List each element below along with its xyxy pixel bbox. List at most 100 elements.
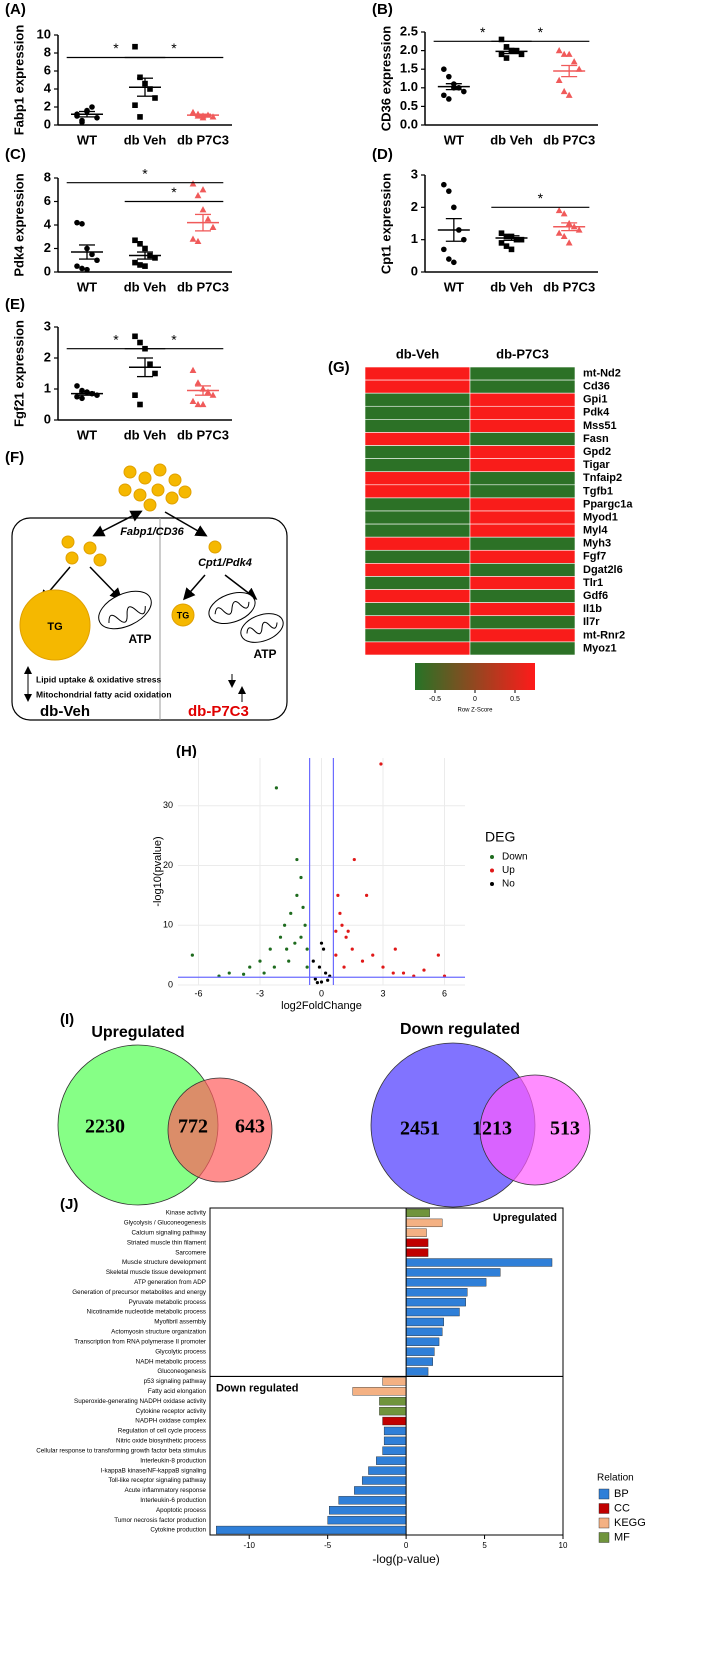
- heatmap-cell: [469, 523, 576, 538]
- effect-label: Mitochondrial fatty acid oxidation: [36, 689, 172, 699]
- x-tick-label: -3: [256, 988, 264, 998]
- data-point: [152, 95, 158, 101]
- heatmap-cell: [364, 484, 471, 499]
- data-point: [293, 941, 297, 945]
- x-tick-label: db Veh: [490, 279, 533, 294]
- colorbar: [415, 663, 535, 690]
- y-tick-label: 2: [44, 98, 51, 113]
- data-point: [132, 392, 138, 398]
- x-tick-label: db P7C3: [543, 132, 595, 147]
- row-label: Pdk4: [583, 407, 610, 419]
- heatmap-cell: [469, 471, 576, 486]
- y-tick-label: Transcription from RNA polymerase II pro…: [74, 1338, 206, 1345]
- data-point: [313, 977, 317, 981]
- data-point: [334, 929, 338, 933]
- heatmap-cell: [469, 445, 576, 459]
- heatmap-cell: [469, 602, 576, 617]
- data-point: [393, 947, 397, 951]
- y-tick-label: 2.0: [400, 42, 418, 57]
- y-tick-label: Toll-like receptor signaling pathway: [108, 1477, 207, 1484]
- bar: [405, 1297, 466, 1307]
- x-tick-label: -6: [194, 988, 202, 998]
- y-tick-label: ATP generation from ADP: [134, 1279, 206, 1286]
- data-point: [137, 401, 143, 408]
- x-tick-label: WT: [77, 279, 97, 294]
- venn-circle: [167, 1077, 273, 1183]
- row-label: Ppargc1a: [583, 498, 633, 510]
- significance-label: *: [113, 40, 119, 56]
- panel-label: (I): [60, 1011, 74, 1028]
- y-tick-label: 3: [44, 318, 51, 333]
- data-point: [565, 50, 573, 57]
- heatmap-cell: [364, 432, 471, 446]
- pathway-label: Cpt1/Pdk4: [198, 557, 252, 569]
- significance-label: *: [171, 40, 177, 56]
- row-label: Tgfb1: [583, 485, 613, 497]
- data-point: [352, 857, 356, 862]
- data-point: [381, 965, 385, 969]
- data-point: [89, 104, 95, 110]
- annotation: Down regulated: [216, 1382, 299, 1394]
- data-point: [555, 47, 563, 54]
- node-label: TG: [177, 610, 190, 620]
- bar: [383, 1436, 407, 1446]
- y-tick-label: Striated muscle thin filament: [127, 1239, 206, 1246]
- data-point: [441, 246, 447, 253]
- data-point: [204, 215, 212, 222]
- data-point: [74, 393, 80, 400]
- data-point: [199, 186, 207, 193]
- group-label: db-Veh: [40, 703, 90, 720]
- heatmap-cell: [469, 536, 576, 551]
- venn-title: Upregulated: [91, 1024, 184, 1041]
- data-point: [194, 237, 202, 245]
- y-tick-label: Kinase activity: [166, 1210, 207, 1217]
- data-point: [336, 893, 340, 897]
- colorbar-tick-label: -0.5: [429, 696, 441, 703]
- y-tick-label: 0.5: [400, 98, 418, 113]
- data-point: [446, 188, 452, 194]
- venn-circle: [479, 1074, 591, 1186]
- y-tick-label: Skeletal muscle tissue development: [106, 1269, 206, 1276]
- data-point: [189, 235, 197, 242]
- effect-label: Lipid uptake & oxidative stress: [36, 674, 161, 684]
- legend-title: Relation: [597, 1473, 634, 1484]
- venn-count: 1213: [472, 1118, 512, 1140]
- data-point: [84, 266, 90, 273]
- data-point: [319, 941, 324, 945]
- data-point: [365, 893, 369, 897]
- y-tick-label: 2: [44, 349, 51, 364]
- data-point: [570, 58, 578, 65]
- x-tick-label: db Veh: [490, 132, 533, 147]
- tg-droplet: [171, 603, 195, 627]
- y-tick-label: Nicotinamide nucleotide metabolic proces…: [87, 1309, 206, 1316]
- bar: [405, 1337, 440, 1346]
- data-point: [152, 255, 158, 261]
- data-point: [258, 959, 262, 963]
- venn-count: 513: [550, 1118, 580, 1140]
- data-point: [79, 265, 85, 272]
- x-tick-label: WT: [77, 132, 97, 147]
- node-label: TG: [47, 621, 62, 633]
- legend-swatch: [598, 1517, 610, 1529]
- data-point: [360, 959, 365, 963]
- y-tick-label: Cellular response to transforming growth…: [36, 1447, 206, 1454]
- panel-label: (J): [60, 1196, 78, 1213]
- y-tick-label: Apoptotic process: [156, 1507, 206, 1514]
- panel-label: (C): [5, 146, 26, 163]
- x-tick-label: db Veh: [124, 279, 167, 294]
- data-point: [189, 180, 197, 187]
- y-tick-label: Gluconeogenesis: [157, 1368, 206, 1375]
- data-point: [274, 786, 278, 790]
- y-tick-label: 3: [411, 166, 418, 181]
- y-tick-label: Acute inflammatory response: [124, 1487, 206, 1494]
- x-axis-label: log2FoldChange: [281, 1000, 362, 1012]
- y-tick-label: Superoxide-generating NADPH oxidase acti…: [74, 1398, 207, 1405]
- bar: [327, 1515, 407, 1525]
- data-point: [199, 114, 207, 121]
- bar: [382, 1377, 407, 1386]
- fatty-acids: [61, 535, 222, 567]
- data-point: [289, 911, 293, 915]
- data-point: [441, 66, 447, 72]
- heatmap-cell: [364, 419, 471, 433]
- row-label: Dgat2l6: [583, 564, 623, 576]
